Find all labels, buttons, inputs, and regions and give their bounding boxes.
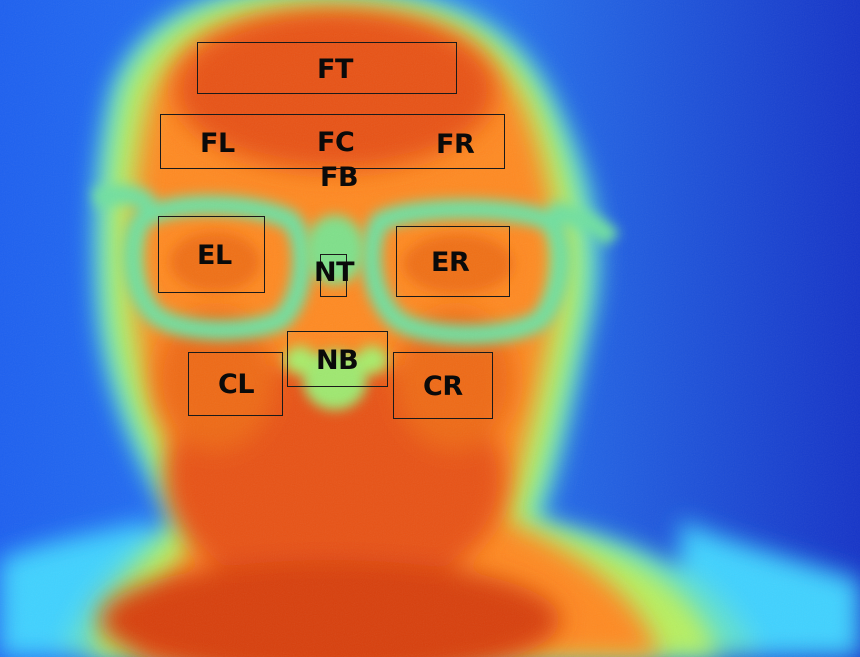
roi-box-ft (197, 42, 457, 94)
roi-box-nb (287, 331, 388, 387)
roi-label-nb: NB (316, 345, 359, 376)
roi-label-fr: FR (436, 129, 475, 160)
roi-box-forehead-band (160, 114, 505, 169)
roi-label-cr: CR (423, 371, 463, 402)
roi-label-ft: FT (317, 54, 353, 85)
roi-label-er: ER (431, 247, 470, 278)
roi-box-cl (188, 352, 283, 416)
roi-box-nt (320, 254, 347, 297)
roi-label-el: EL (197, 240, 232, 271)
roi-box-cr (393, 352, 493, 419)
roi-label-fl: FL (200, 128, 235, 159)
roi-box-er (396, 226, 510, 297)
roi-label-nt: NT (314, 257, 355, 288)
roi-label-cl: CL (218, 369, 255, 400)
roi-box-el (158, 216, 265, 293)
roi-label-fb: FB (320, 162, 359, 193)
roi-label-fc: FC (317, 127, 355, 158)
